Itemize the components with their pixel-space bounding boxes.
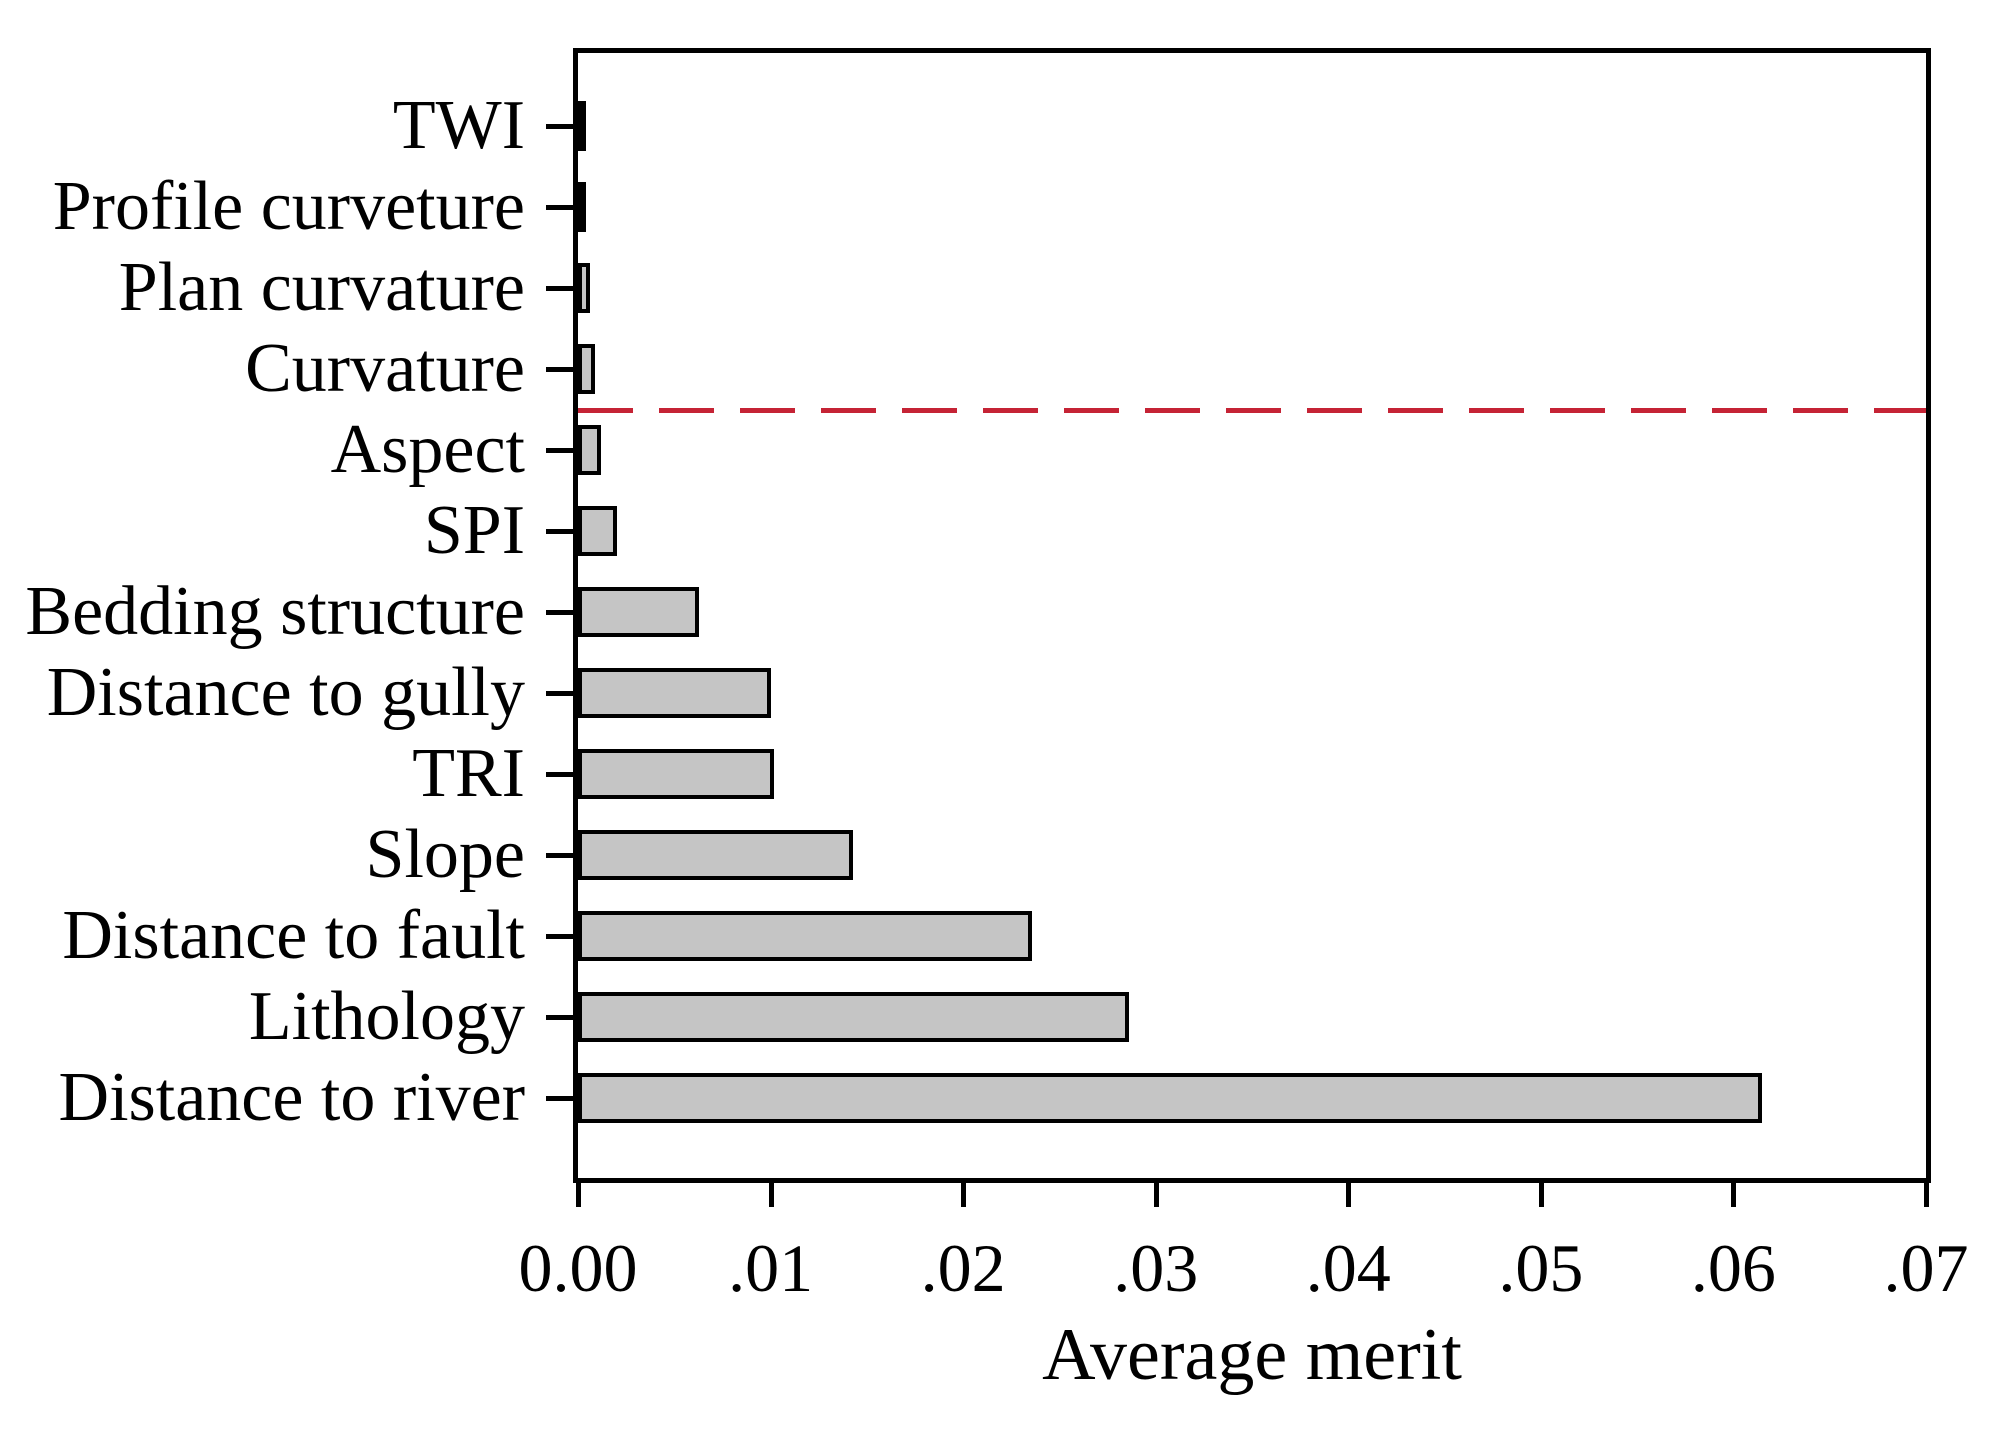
- bar-bedding-structure: [578, 587, 700, 637]
- y-label-bedding-structure: Bedding structure: [25, 573, 525, 650]
- x-tick-03: [1153, 1183, 1159, 1207]
- x-tick-label-02: .02: [920, 1230, 1006, 1306]
- bar-lithology: [578, 992, 1129, 1042]
- y-label-distance-to-river: Distance to river: [58, 1059, 525, 1136]
- bar-tri: [578, 749, 775, 799]
- bar-aspect: [578, 425, 602, 475]
- y-label-spi: SPI: [423, 492, 525, 569]
- y-label-twi: TWI: [392, 87, 525, 164]
- y-label-profile-curveture: Profile curveture: [52, 168, 525, 245]
- bar-distance-to-river: [578, 1073, 1763, 1123]
- x-tick-label-05: .05: [1498, 1230, 1584, 1306]
- y-label-plan-curvature: Plan curvature: [118, 249, 525, 326]
- x-axis-title: Average merit: [1042, 1314, 1462, 1396]
- x-tick-02: [961, 1183, 967, 1207]
- x-tick-04: [1346, 1183, 1352, 1207]
- y-tick-aspect: [546, 448, 573, 453]
- x-tick-label-06: .06: [1690, 1230, 1776, 1306]
- y-tick-lithology: [546, 1015, 573, 1020]
- x-tick-07: [1924, 1183, 1929, 1207]
- y-tick-twi: [546, 124, 573, 129]
- y-tick-plan-curvature: [546, 286, 573, 291]
- y-tick-profile-curveture: [546, 205, 573, 210]
- x-tick-000: [576, 1183, 581, 1207]
- threshold-dashed-line: [578, 407, 1926, 413]
- y-label-tri: TRI: [412, 735, 525, 812]
- bar-distance-to-fault: [578, 911, 1033, 961]
- y-tick-bedding-structure: [546, 610, 573, 615]
- y-label-aspect: Aspect: [330, 411, 525, 488]
- x-tick-01: [768, 1183, 774, 1207]
- bar-slope: [578, 830, 854, 880]
- y-label-distance-to-gully: Distance to gully: [46, 654, 525, 731]
- x-tick-label-04: .04: [1305, 1230, 1391, 1306]
- y-tick-curvature: [546, 367, 573, 372]
- x-tick-label-000: 0.00: [518, 1230, 638, 1306]
- y-label-distance-to-fault: Distance to fault: [62, 897, 525, 974]
- bar-profile-curveture: [578, 182, 586, 232]
- bar-twi: [578, 101, 586, 151]
- y-tick-slope: [546, 853, 573, 858]
- y-tick-distance-to-river: [546, 1096, 573, 1101]
- bar-plan-curvature: [578, 263, 590, 313]
- x-tick-05: [1538, 1183, 1544, 1207]
- y-label-curvature: Curvature: [245, 330, 525, 407]
- y-tick-spi: [546, 529, 573, 534]
- bar-spi: [578, 506, 617, 556]
- x-tick-label-03: .03: [1113, 1230, 1199, 1306]
- x-tick-06: [1731, 1183, 1737, 1207]
- y-tick-distance-to-gully: [546, 691, 573, 696]
- y-tick-distance-to-fault: [546, 934, 573, 939]
- bar-distance-to-gully: [578, 668, 771, 718]
- bar-curvature: [578, 344, 596, 394]
- x-tick-label-01: .01: [728, 1230, 814, 1306]
- plot-area: [573, 48, 1931, 1183]
- y-label-slope: Slope: [365, 816, 525, 893]
- y-tick-tri: [546, 772, 573, 777]
- y-label-lithology: Lithology: [248, 978, 525, 1055]
- x-tick-label-07: .07: [1883, 1230, 1969, 1306]
